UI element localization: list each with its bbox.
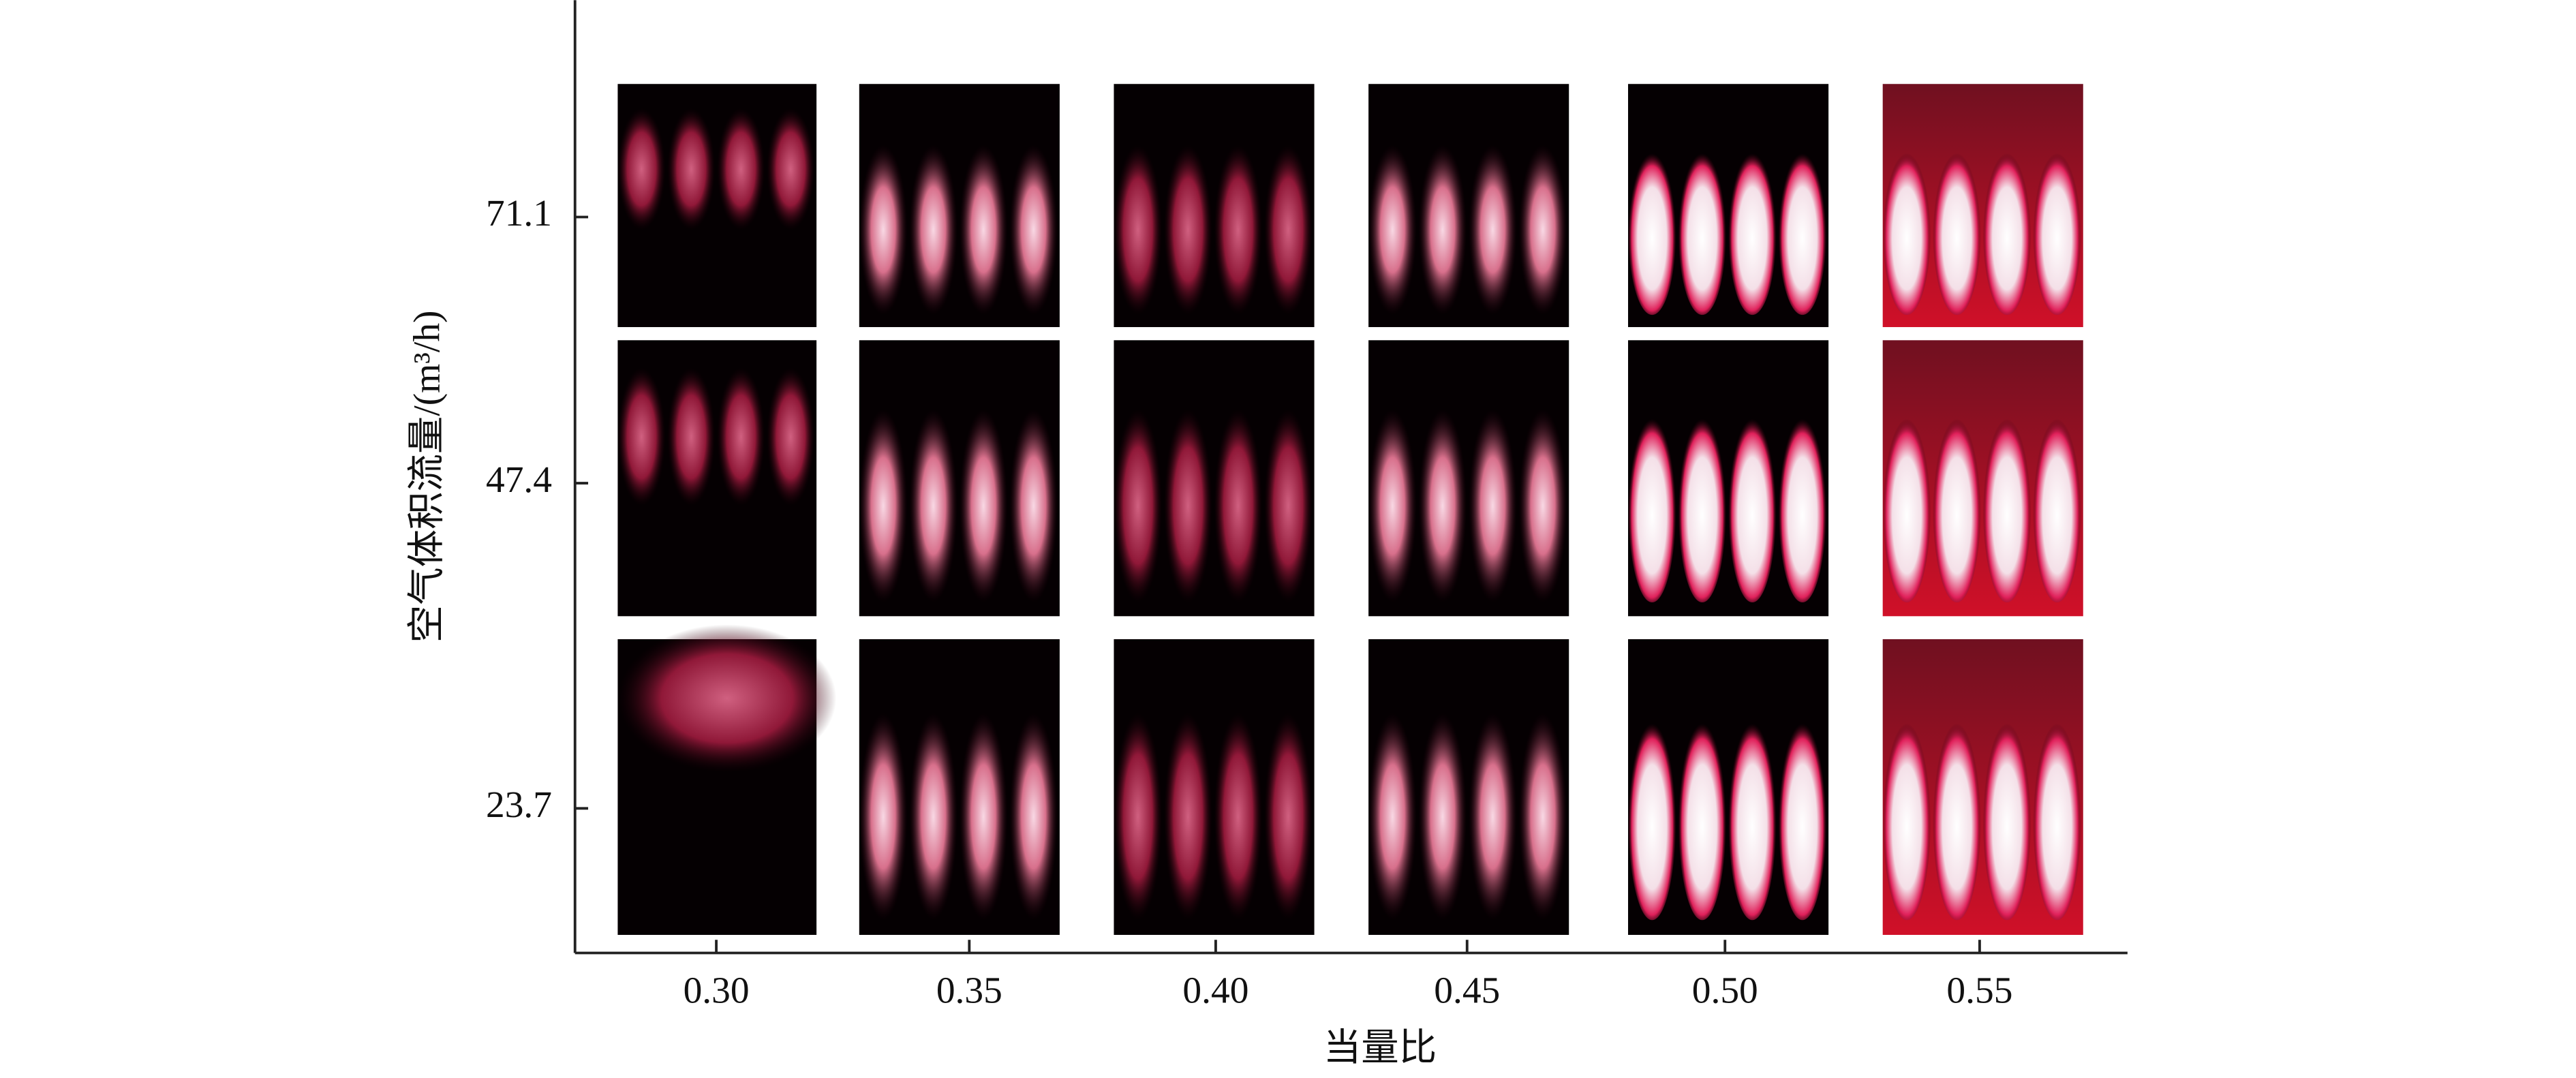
flame [1469,713,1517,921]
flame [1009,409,1058,603]
flame [1678,713,1727,921]
flame [1933,144,1981,315]
flame [959,409,1008,603]
flame [1418,713,1467,921]
flame [1264,144,1313,315]
flame [2033,144,2081,315]
y-tick-label: 23.7 [486,784,552,825]
flame [1163,144,1212,315]
flame [617,108,666,230]
flame [1469,409,1517,603]
flame [1418,144,1467,315]
flame [2033,409,2081,603]
flame [1368,713,1417,921]
flame [617,367,666,506]
flame [1778,409,1827,603]
y-tick-label: 47.4 [486,459,552,500]
flame [1628,409,1676,603]
flame [1114,713,1163,921]
flame [617,624,837,773]
flame [1214,409,1263,603]
flame [1982,144,2031,315]
flame [1163,713,1212,921]
flame [717,108,765,230]
flame [667,108,716,230]
flame [1114,144,1163,315]
x-tick-label: 0.50 [1692,969,1758,1011]
flame [959,144,1008,315]
flame [859,713,908,921]
x-axis-label: 当量比 [1323,1027,1437,1068]
flame [1518,713,1567,921]
flame [1728,409,1777,603]
flame [859,144,908,315]
flame [909,144,957,315]
flame [859,409,908,603]
flame [1264,409,1313,603]
flame [1163,409,1212,603]
flame [1009,713,1058,921]
flame [1982,409,2031,603]
flame [1628,144,1676,315]
flame [1368,144,1417,315]
flame [1778,713,1827,921]
x-tick-label: 0.35 [936,969,1002,1011]
x-tick-label: 0.45 [1434,969,1500,1011]
flame [1933,713,1981,921]
flame [909,713,957,921]
flame [1418,409,1467,603]
flame [1628,713,1676,921]
flame [1368,409,1417,603]
flame [1882,713,1931,921]
flame [717,367,765,506]
flame [1114,409,1163,603]
flame [1518,144,1567,315]
flame [1678,409,1727,603]
y-axis-label: 空气体积流量/(m³/h) [405,310,447,643]
flame [1882,144,1931,315]
x-tick-label: 0.55 [1946,969,2012,1011]
x-tick-label: 0.40 [1182,969,1248,1011]
flame [909,409,957,603]
flame [1728,713,1777,921]
flame [1728,144,1777,315]
flame [1469,144,1517,315]
flame [1264,713,1313,921]
flame [767,367,815,506]
y-tick-label: 71.1 [486,192,552,234]
flame [1882,409,1931,603]
flame [1214,144,1263,315]
flame [959,713,1008,921]
flame [767,108,815,230]
flame [1982,713,2031,921]
axes [573,0,2128,955]
x-tick-label: 0.30 [684,969,750,1011]
flame [1778,144,1827,315]
flame [1933,409,1981,603]
flame [667,367,716,506]
flame [1678,144,1727,315]
flame [1214,713,1263,921]
panels [617,84,2083,935]
flame [2033,713,2081,921]
flame [1518,409,1567,603]
flame [1009,144,1058,315]
